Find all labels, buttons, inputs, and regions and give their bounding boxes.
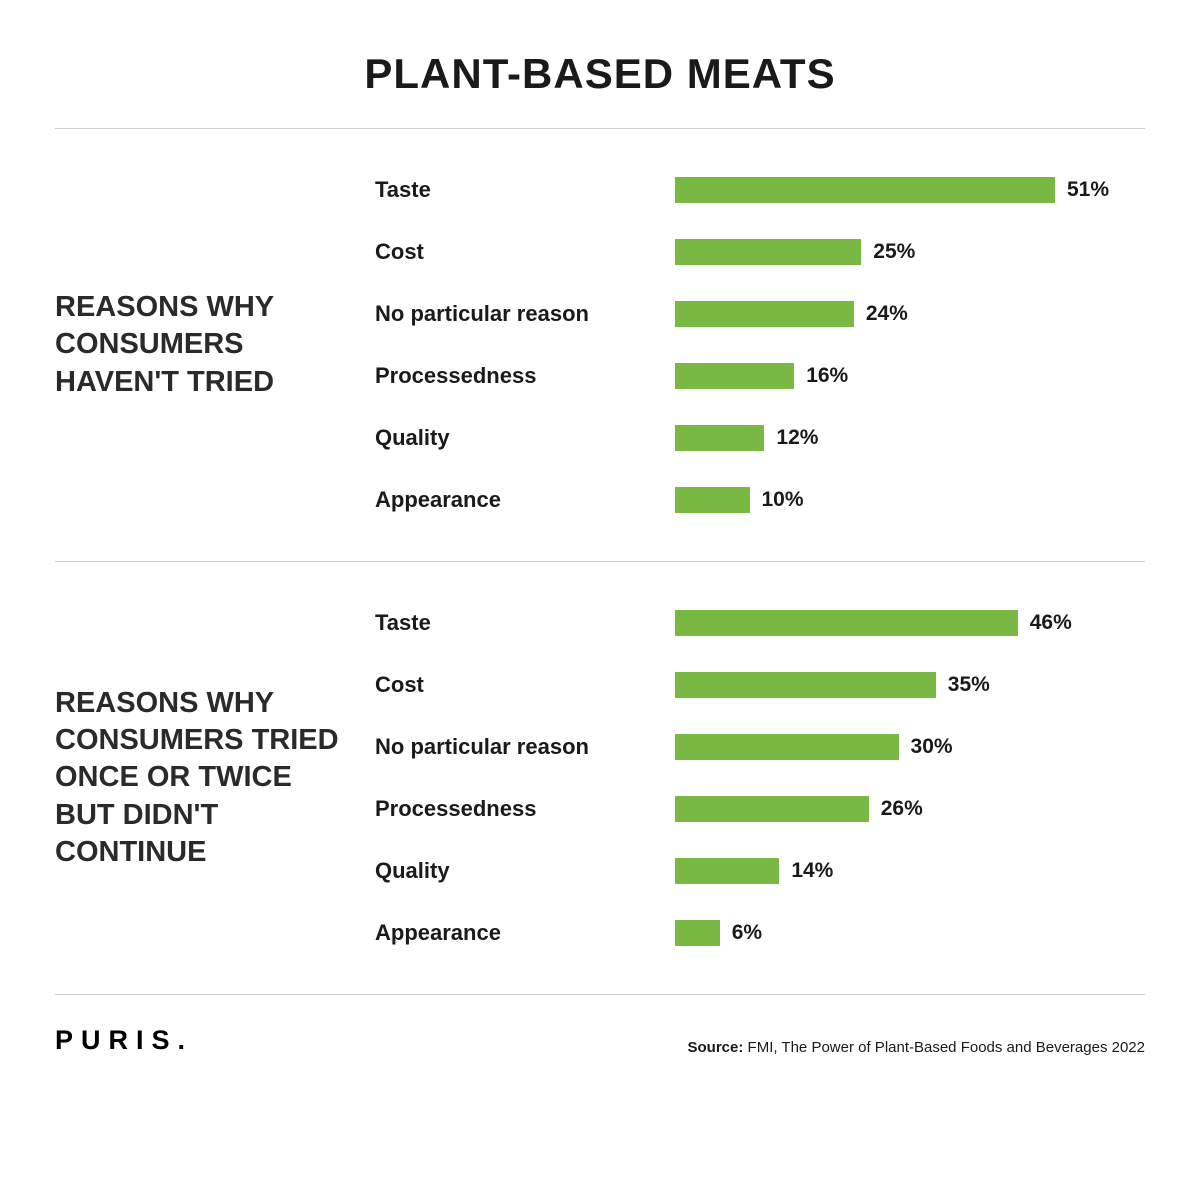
brand-logo: PURIS. [55,1025,185,1056]
chart-section: REASONS WHY CONSUMERS TRIED ONCE OR TWIC… [55,562,1145,994]
section-title: REASONS WHY CONSUMERS HAVEN'T TRIED [55,289,375,400]
bar-value: 30% [911,735,953,759]
bar-label: Taste [375,610,675,636]
bar-wrap: 12% [675,425,1145,451]
bar-label: Quality [375,425,675,451]
bar-row: Taste 51% [375,159,1145,221]
bar-value: 10% [762,488,804,512]
bar-row: Processedness 26% [375,778,1145,840]
bar-value: 6% [732,921,762,945]
bar [675,610,1018,636]
bar-wrap: 25% [675,239,1145,265]
bar-wrap: 26% [675,796,1145,822]
bar [675,734,899,760]
bar-value: 24% [866,302,908,326]
bar [675,858,779,884]
main-title: PLANT-BASED MEATS [55,50,1145,98]
chart-section: REASONS WHY CONSUMERS HAVEN'T TRIED Taste… [55,129,1145,561]
bar [675,425,764,451]
bar-row: No particular reason 24% [375,283,1145,345]
bar-label: Appearance [375,920,675,946]
bar [675,239,861,265]
bar [675,363,794,389]
source-label: Source: [688,1039,744,1056]
bar-value: 51% [1067,178,1109,202]
bar [675,672,936,698]
bar-label: Processedness [375,363,675,389]
bar-label: Appearance [375,487,675,513]
divider [55,994,1145,995]
bar-label: No particular reason [375,734,675,760]
bar-value: 12% [776,426,818,450]
bar-value: 35% [948,673,990,697]
bar-row: Cost 35% [375,654,1145,716]
bar-label: Quality [375,858,675,884]
source-text: FMI, The Power of Plant-Based Foods and … [743,1039,1145,1056]
bar-row: No particular reason 30% [375,716,1145,778]
bar-wrap: 51% [675,177,1145,203]
bar-value: 46% [1030,611,1072,635]
section-title: REASONS WHY CONSUMERS TRIED ONCE OR TWIC… [55,685,375,871]
bar-wrap: 24% [675,301,1145,327]
bar [675,487,750,513]
bar-value: 26% [881,797,923,821]
bar-value: 25% [873,240,915,264]
bar-label: Cost [375,672,675,698]
bar-row: Quality 12% [375,407,1145,469]
bar-row: Cost 25% [375,221,1145,283]
bar-label: Taste [375,177,675,203]
bar-wrap: 30% [675,734,1145,760]
bar-row: Processedness 16% [375,345,1145,407]
bar-row: Taste 46% [375,592,1145,654]
bar [675,301,854,327]
bar-wrap: 35% [675,672,1145,698]
source-line: Source: FMI, The Power of Plant-Based Fo… [688,1039,1145,1056]
bar-row: Quality 14% [375,840,1145,902]
bar-value: 16% [806,364,848,388]
bar [675,796,869,822]
bar [675,920,720,946]
bar [675,177,1055,203]
bar-label: No particular reason [375,301,675,327]
bar-label: Cost [375,239,675,265]
bar-chart: Taste 51% Cost 25% No particular reason 24% Pr… [375,159,1145,531]
bar-wrap: 10% [675,487,1145,513]
bar-row: Appearance 6% [375,902,1145,964]
bar-wrap: 16% [675,363,1145,389]
footer: PURIS. Source: FMI, The Power of Plant-B… [55,1025,1145,1056]
bar-value: 14% [791,859,833,883]
bar-wrap: 6% [675,920,1145,946]
bar-wrap: 46% [675,610,1145,636]
bar-wrap: 14% [675,858,1145,884]
bar-chart: Taste 46% Cost 35% No particular reason 30% Pr… [375,592,1145,964]
bar-label: Processedness [375,796,675,822]
bar-row: Appearance 10% [375,469,1145,531]
